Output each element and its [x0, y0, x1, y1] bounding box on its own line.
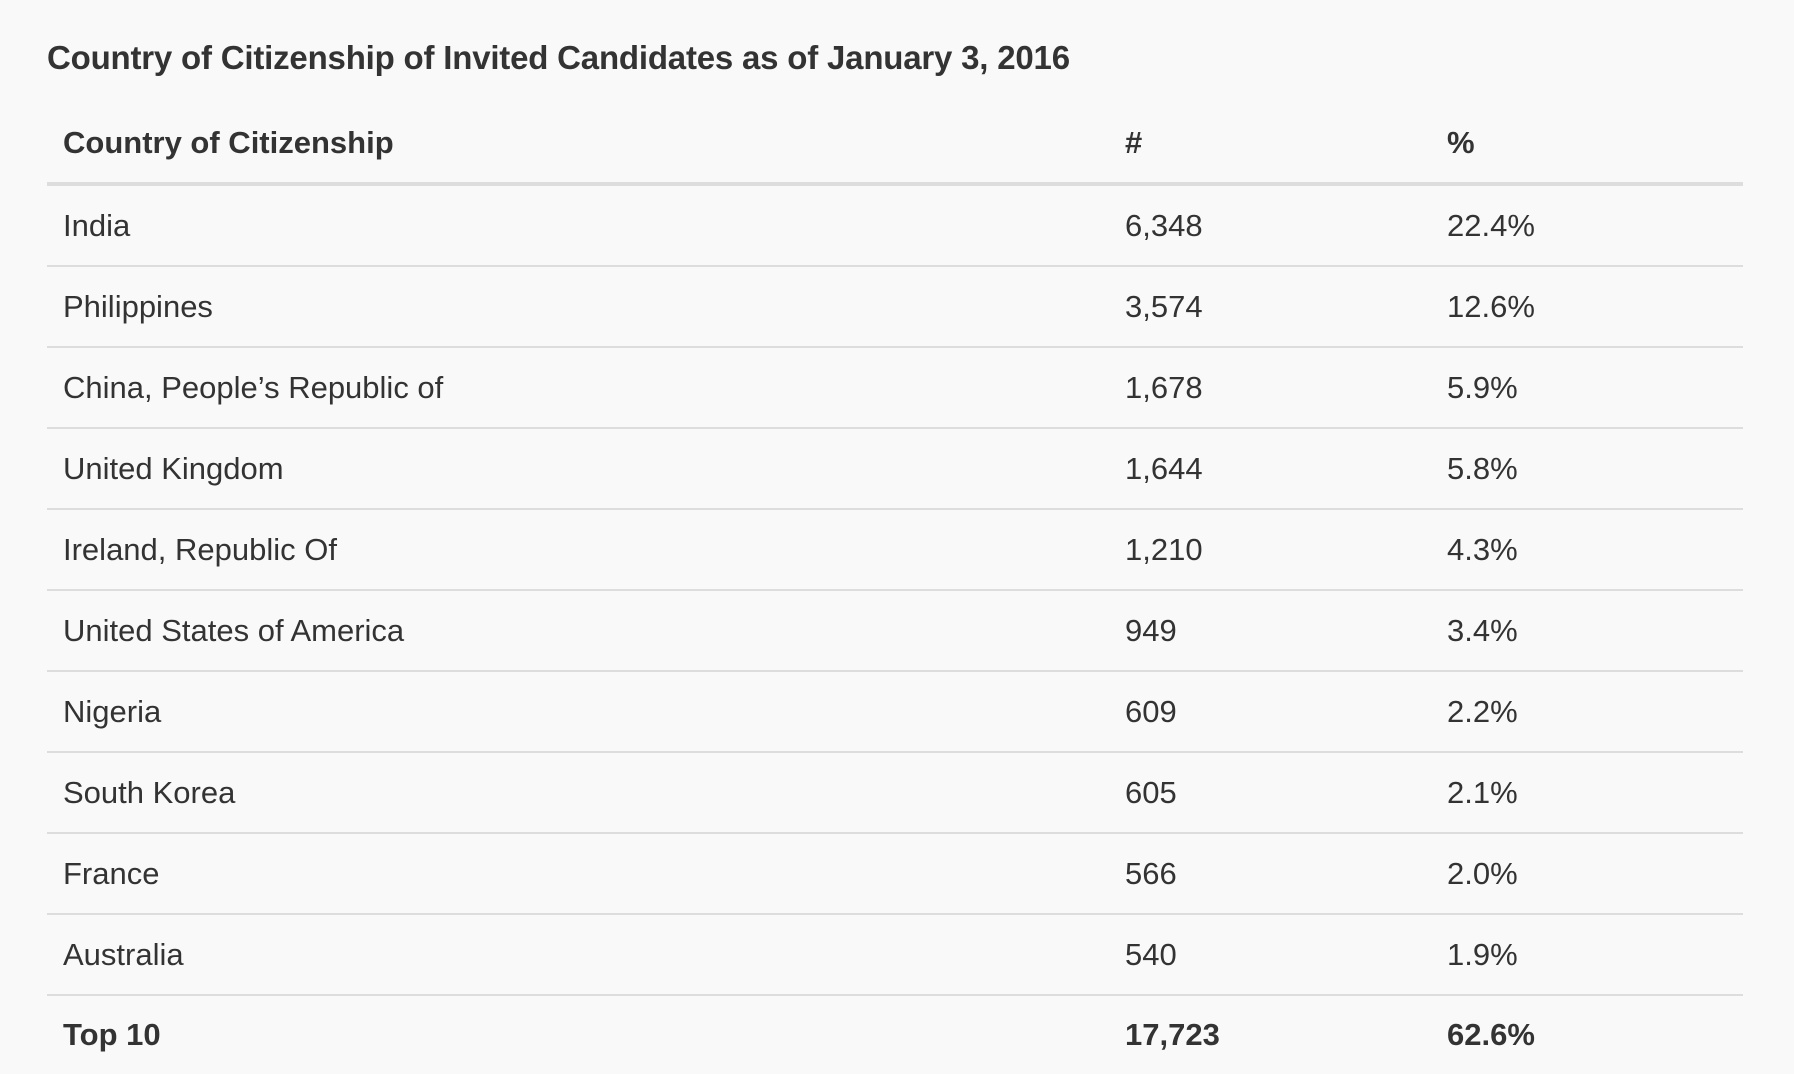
- header-percent: %: [1431, 104, 1743, 186]
- table-footer: Top 10 17,723 62.6%: [47, 995, 1743, 1074]
- table-header: Country of Citizenship # %: [47, 104, 1743, 186]
- table-row: Philippines 3,574 12.6%: [47, 266, 1743, 348]
- cell-count: 605: [1109, 752, 1431, 834]
- cell-percent: 3.4%: [1431, 590, 1743, 672]
- cell-percent: 1.9%: [1431, 914, 1743, 996]
- cell-count: 609: [1109, 671, 1431, 753]
- cell-count: 1,678: [1109, 347, 1431, 429]
- table-body: India 6,348 22.4% Philippines 3,574 12.6…: [47, 184, 1743, 996]
- cell-percent: 2.1%: [1431, 752, 1743, 834]
- citizenship-table: Country of Citizenship # % India 6,348 2…: [47, 104, 1743, 1074]
- cell-country: United States of America: [47, 590, 1109, 672]
- cell-count: 3,574: [1109, 266, 1431, 348]
- table-row: India 6,348 22.4%: [47, 184, 1743, 267]
- cell-country: China, People’s Republic of: [47, 347, 1109, 429]
- cell-count: 6,348: [1109, 184, 1431, 267]
- cell-count: 1,644: [1109, 428, 1431, 510]
- cell-percent: 5.8%: [1431, 428, 1743, 510]
- table-row: Australia 540 1.9%: [47, 914, 1743, 996]
- cell-country: United Kingdom: [47, 428, 1109, 510]
- header-country: Country of Citizenship: [47, 104, 1109, 186]
- cell-percent: 5.9%: [1431, 347, 1743, 429]
- table-row: France 566 2.0%: [47, 833, 1743, 915]
- cell-count: 566: [1109, 833, 1431, 915]
- cell-count: 949: [1109, 590, 1431, 672]
- cell-percent: 2.2%: [1431, 671, 1743, 753]
- cell-country: France: [47, 833, 1109, 915]
- cell-country: India: [47, 184, 1109, 267]
- table-row: South Korea 605 2.1%: [47, 752, 1743, 834]
- total-count: 17,723: [1125, 1017, 1220, 1052]
- cell-country: South Korea: [47, 752, 1109, 834]
- document: Country of Citizenship of Invited Candid…: [47, 0, 1743, 1074]
- table-row: Ireland, Republic Of 1,210 4.3%: [47, 509, 1743, 591]
- table-title: Country of Citizenship of Invited Candid…: [47, 39, 1070, 76]
- cell-percent: 12.6%: [1431, 266, 1743, 348]
- cell-country: Australia: [47, 914, 1109, 996]
- header-row: Country of Citizenship # %: [47, 104, 1743, 186]
- table-row: Nigeria 609 2.2%: [47, 671, 1743, 753]
- table-row: United States of America 949 3.4%: [47, 590, 1743, 672]
- total-label: Top 10: [63, 1017, 161, 1052]
- header-count: #: [1109, 104, 1431, 186]
- total-percent: 62.6%: [1447, 1017, 1535, 1052]
- table-row: China, People’s Republic of 1,678 5.9%: [47, 347, 1743, 429]
- cell-country: Ireland, Republic Of: [47, 509, 1109, 591]
- cell-percent: 22.4%: [1431, 184, 1743, 267]
- cell-country: Philippines: [47, 266, 1109, 348]
- total-row: Top 10 17,723 62.6%: [47, 995, 1743, 1074]
- cell-percent: 4.3%: [1431, 509, 1743, 591]
- cell-country: Nigeria: [47, 671, 1109, 753]
- cell-count: 540: [1109, 914, 1431, 996]
- cell-count: 1,210: [1109, 509, 1431, 591]
- cell-percent: 2.0%: [1431, 833, 1743, 915]
- table-row: United Kingdom 1,644 5.8%: [47, 428, 1743, 510]
